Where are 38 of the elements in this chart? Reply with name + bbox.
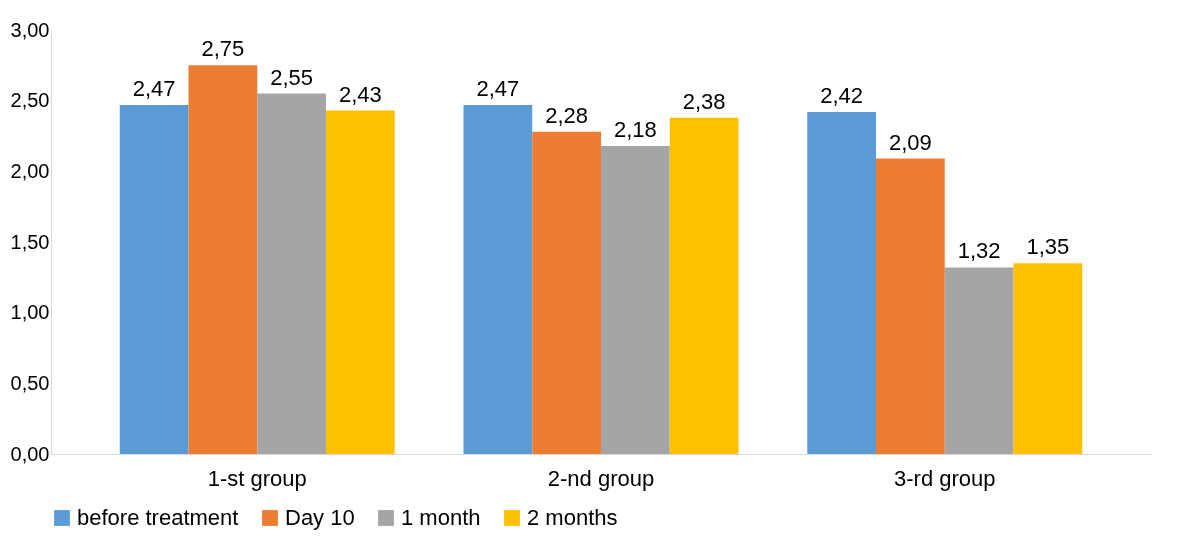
bar bbox=[257, 93, 326, 454]
y-tick-label: 0,00 bbox=[10, 442, 50, 465]
bar bbox=[601, 145, 670, 454]
bar bbox=[532, 131, 601, 454]
legend-label: Day 10 bbox=[285, 505, 355, 530]
y-tick-label: 2,50 bbox=[10, 89, 50, 112]
y-tick-label: 0,50 bbox=[10, 371, 50, 394]
bar bbox=[326, 110, 395, 454]
x-tick-label: 2-nd group bbox=[547, 465, 655, 491]
data-label: 2,55 bbox=[270, 64, 314, 90]
legend-label: 2 months bbox=[527, 505, 618, 530]
data-label: 2,18 bbox=[613, 116, 657, 142]
data-label: 2,43 bbox=[338, 81, 382, 107]
legend-label: 1 month bbox=[401, 505, 481, 530]
bar bbox=[944, 267, 1014, 454]
bar bbox=[669, 117, 739, 454]
data-label: 2,47 bbox=[132, 75, 176, 101]
bar bbox=[807, 111, 876, 454]
data-label: 2,38 bbox=[682, 88, 726, 114]
legend-label: before treatment bbox=[77, 505, 239, 530]
bar bbox=[463, 104, 533, 454]
data-label: 2,28 bbox=[545, 102, 589, 128]
data-label: 2,09 bbox=[888, 129, 932, 155]
data-label: 2,75 bbox=[201, 36, 245, 62]
data-label: 1,35 bbox=[1026, 234, 1070, 260]
y-tick-label: 3,00 bbox=[10, 18, 50, 41]
data-label: 1,32 bbox=[957, 238, 1001, 264]
bar bbox=[119, 104, 189, 454]
x-tick-label: 3-rd group bbox=[893, 465, 996, 491]
y-tick-label: 2,00 bbox=[10, 159, 50, 182]
x-tick-label: 1-st group bbox=[207, 465, 307, 491]
data-label: 2,42 bbox=[820, 82, 864, 108]
data-label: 2,47 bbox=[476, 75, 520, 101]
bar bbox=[188, 65, 258, 454]
bar bbox=[876, 158, 945, 454]
y-tick-label: 1,50 bbox=[10, 230, 50, 253]
y-tick-label: 1,00 bbox=[10, 301, 50, 324]
bar bbox=[1013, 263, 1083, 454]
